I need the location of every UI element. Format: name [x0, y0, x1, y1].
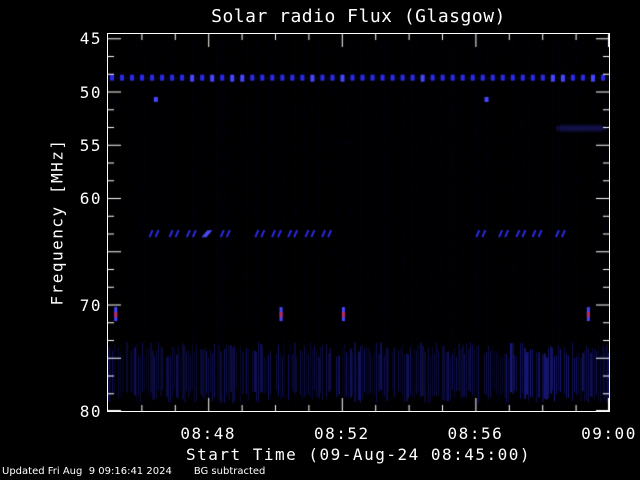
x-tick-label: 08:56 — [447, 424, 504, 443]
updated-timestamp: Updated Fri Aug 9 09:16:41 2024 — [2, 466, 172, 477]
spectrogram-canvas — [108, 34, 609, 411]
x-tick-label: 08:52 — [313, 424, 370, 443]
x-tick-label: 09:00 — [581, 424, 637, 443]
y-tick-label: 45 — [79, 29, 102, 49]
y-axis-label: Frequency [MHz] — [47, 138, 67, 306]
bg-subtracted-note: BG subtracted — [193, 466, 266, 477]
x-axis-label: Start Time (09-Aug-24 08:45:00) — [185, 445, 532, 464]
y-tick-label: 55 — [79, 135, 102, 155]
footer-status-line: Updated Fri Aug 9 09:16:41 2024 BG subtra… — [2, 466, 265, 477]
plot-frame — [107, 33, 610, 412]
x-tick-label: 08:48 — [180, 424, 237, 443]
y-tick-label: 60 — [79, 189, 102, 208]
y-tick-label: 80 — [79, 402, 102, 421]
chart-title: Solar radio Flux (Glasgow) — [211, 6, 506, 27]
y-tick-label: 50 — [79, 82, 102, 102]
y-tick-label: 70 — [79, 295, 102, 315]
